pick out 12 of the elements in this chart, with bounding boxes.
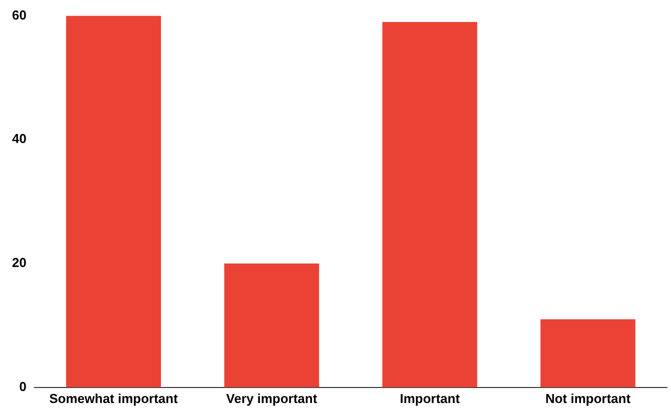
- y-tick-label: 40: [12, 131, 26, 146]
- x-tick-label: Somewhat important: [49, 390, 178, 406]
- x-tick-label: Very important: [226, 390, 318, 406]
- x-tick-label: Not important: [545, 390, 632, 406]
- y-tick-label: 20: [12, 255, 26, 270]
- bar: [382, 22, 478, 388]
- x-tick-label: Important: [400, 390, 460, 406]
- y-tick-label: 0: [19, 378, 26, 394]
- bar: [224, 264, 320, 388]
- y-tick-label: 60: [12, 7, 26, 22]
- bar: [66, 16, 161, 388]
- bar: [540, 319, 636, 388]
